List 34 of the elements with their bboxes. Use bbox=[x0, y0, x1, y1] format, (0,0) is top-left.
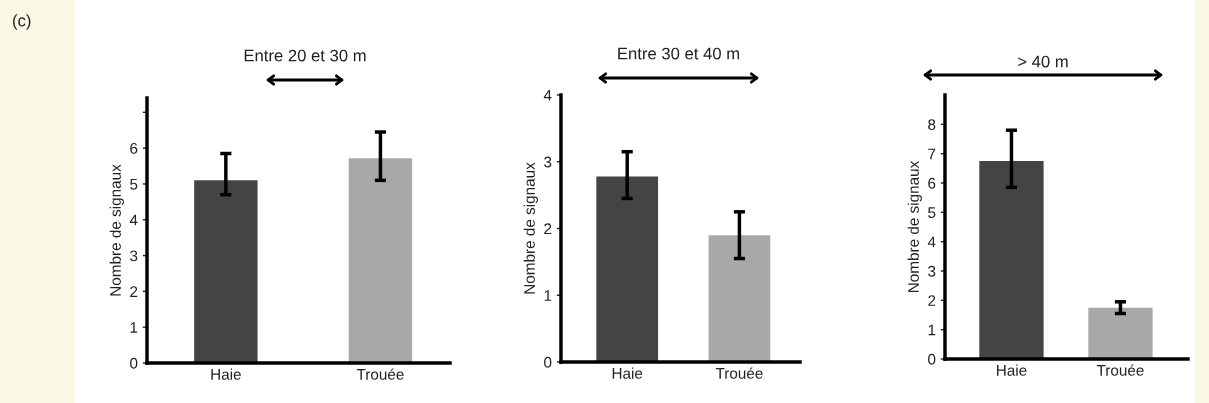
y-tick-label: 1 bbox=[544, 290, 552, 301]
y-tick-label: 3 bbox=[130, 250, 138, 262]
y-tick-label: 2 bbox=[544, 223, 552, 235]
y-axis-title: Nombre de signaux bbox=[907, 160, 922, 292]
text: (c) bbox=[13, 14, 31, 30]
x-tick-label: Haie bbox=[997, 364, 1027, 376]
x-tick-label: Haie bbox=[612, 367, 643, 379]
x-tick-label: Haie bbox=[211, 368, 241, 380]
y-tick-label: 7 bbox=[928, 148, 936, 160]
y-tick-label: 1 bbox=[130, 322, 138, 333]
y-tick-label: 3 bbox=[928, 265, 936, 277]
x-tick-label: Trouée bbox=[1096, 364, 1144, 376]
y-tick-label: 6 bbox=[130, 143, 138, 154]
y-tick-label: 5 bbox=[130, 178, 138, 190]
y-tick-label: 5 bbox=[928, 207, 936, 219]
y-tick-label: 6 bbox=[928, 177, 936, 189]
y-tick-label: 4 bbox=[129, 214, 138, 226]
y-tick-label: 2 bbox=[928, 295, 936, 306]
y-tick-label: 4 bbox=[543, 90, 552, 101]
y-tick-label: 3 bbox=[544, 156, 552, 168]
chart-title: Entre 20 et 30 m bbox=[244, 49, 366, 62]
y-tick-label: 0 bbox=[544, 356, 552, 368]
y-tick-label: 0 bbox=[130, 357, 138, 369]
chart-title: Entre 30 et 40 m bbox=[618, 47, 740, 60]
y-tick-label: 2 bbox=[130, 286, 138, 297]
y-axis-title: Nombre de signaux bbox=[523, 162, 538, 294]
y-axis-title: Nombre de signaux bbox=[109, 164, 124, 296]
y-tick-label: 1 bbox=[928, 324, 936, 336]
x-tick-label: Trouée bbox=[356, 368, 404, 380]
chart-title: > 40 m bbox=[1018, 55, 1068, 68]
y-tick-label: 0 bbox=[928, 353, 936, 365]
y-tick-label: 4 bbox=[927, 236, 936, 248]
y-tick-label: 8 bbox=[928, 119, 936, 131]
x-tick-label: Trouée bbox=[715, 367, 763, 379]
